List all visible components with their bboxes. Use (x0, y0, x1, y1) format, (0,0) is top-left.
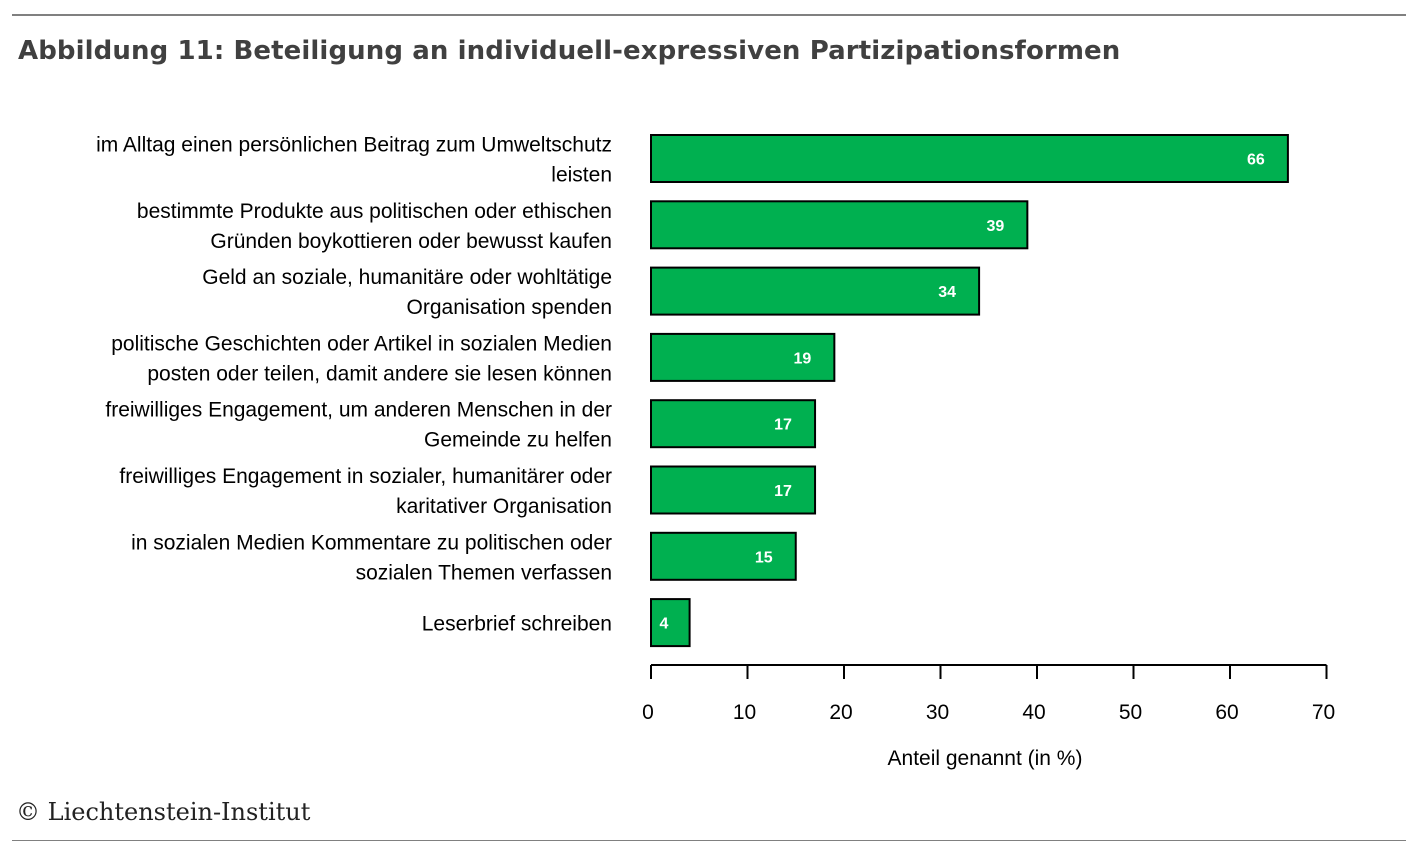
x-tick-label: 60 (1215, 701, 1238, 724)
x-tick-label: 0 (642, 701, 654, 724)
bar (650, 134, 1289, 183)
data-label: 19 (793, 350, 811, 367)
x-tick-label: 40 (1022, 701, 1045, 724)
figure-title: Abbildung 11: Beteiligung an individuell… (18, 36, 1121, 66)
copyright-notice: © Liechtenstein-Institut (16, 798, 311, 826)
data-label: 34 (938, 284, 956, 301)
x-tick-label: 30 (926, 701, 949, 724)
data-label: 17 (774, 417, 792, 434)
category-label: freiwilliges Engagement in sozialer, hum… (119, 465, 612, 488)
category-label: posten oder teilen, damit andere sie les… (147, 362, 612, 385)
x-tick-label: 70 (1312, 701, 1335, 724)
bar (650, 465, 817, 515)
bar (650, 598, 691, 648)
bar (650, 200, 1029, 250)
bar (650, 266, 981, 316)
category-label: politische Geschichten oder Artikel in s… (111, 332, 612, 355)
bar (650, 332, 836, 382)
category-label: leisten (551, 164, 612, 187)
bar (650, 399, 817, 449)
category-label: Organisation spenden (407, 296, 612, 319)
data-label: 66 (1247, 152, 1265, 169)
category-label: Leserbrief schreiben (422, 613, 612, 636)
top-rule (12, 14, 1406, 16)
x-tick-label: 50 (1119, 701, 1142, 724)
category-label: karitativer Organisation (396, 495, 612, 518)
category-label: im Alltag einen persönlichen Beitrag zum… (96, 134, 612, 157)
x-axis-title: Anteil genannt (in %) (888, 747, 1083, 770)
data-label: 17 (774, 483, 792, 500)
category-label: Gemeinde zu helfen (424, 429, 612, 452)
x-tick-label: 10 (733, 701, 756, 724)
data-label: 39 (986, 218, 1004, 235)
category-label: Geld an soziale, humanitäre oder wohltät… (202, 266, 612, 289)
data-label: 15 (755, 549, 773, 566)
x-tick-label: 20 (829, 701, 852, 724)
bottom-rule (12, 840, 1406, 841)
category-label: bestimmte Produkte aus politischen oder … (137, 200, 612, 223)
data-label: 4 (660, 616, 669, 633)
category-label: Gründen boykottieren oder bewusst kaufen (210, 230, 612, 253)
category-label: in sozialen Medien Kommentare zu politis… (131, 531, 612, 554)
bar (650, 531, 797, 581)
category-label: freiwilliges Engagement, um anderen Mens… (105, 399, 612, 422)
category-label: sozialen Themen verfassen (356, 561, 612, 584)
